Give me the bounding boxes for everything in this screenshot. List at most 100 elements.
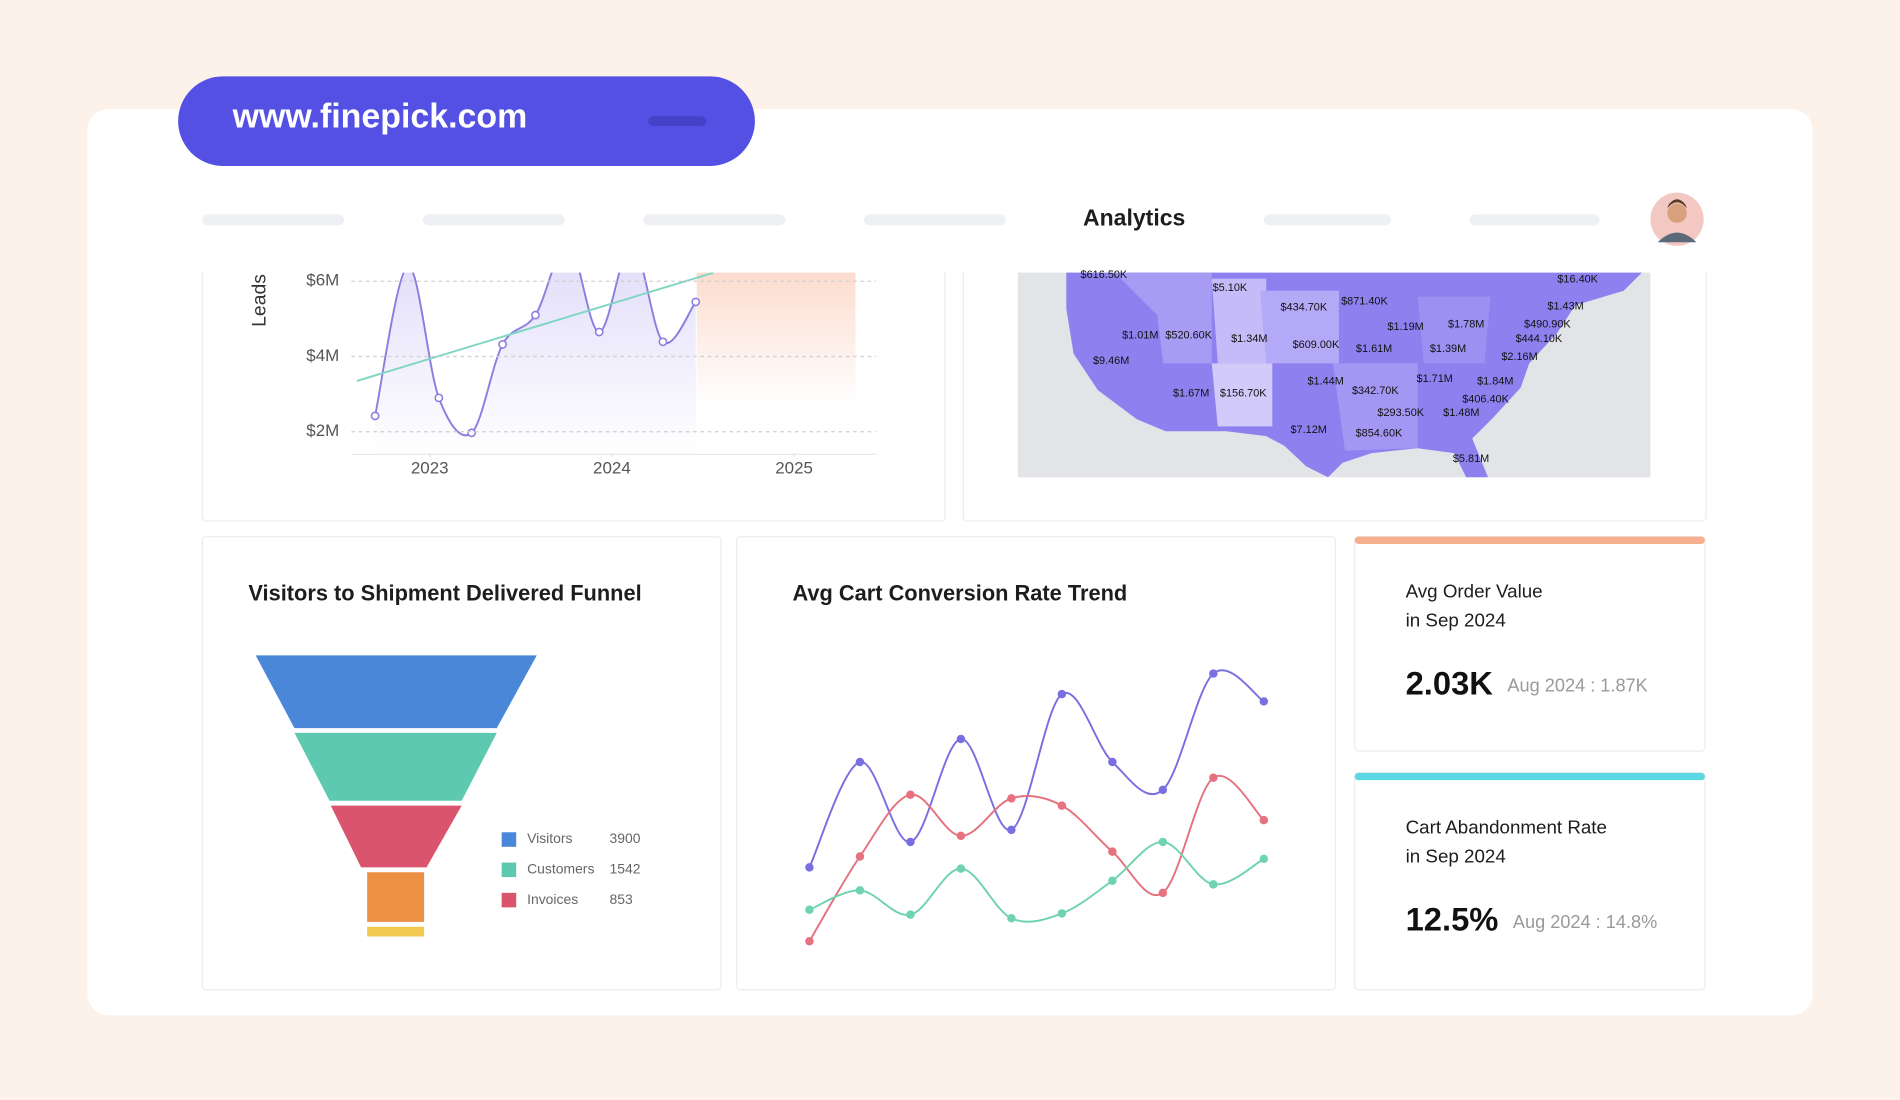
kpi-card bbox=[1354, 772, 1706, 991]
map-label: $406.40K bbox=[1462, 394, 1509, 406]
map-label: $1.19M bbox=[1387, 321, 1423, 333]
map-label: $7.12M bbox=[1291, 424, 1327, 436]
forecast-area bbox=[696, 272, 856, 406]
panel-title: Visitors to Shipment Delivered Funnel bbox=[248, 581, 641, 606]
legend-value: 853 bbox=[610, 891, 633, 907]
nav-item[interactable] bbox=[422, 214, 565, 226]
legend-swatch bbox=[501, 832, 517, 847]
map-label: $854.60K bbox=[1356, 428, 1403, 440]
map-label: $490.90K bbox=[1524, 319, 1571, 331]
point bbox=[467, 428, 477, 438]
area bbox=[375, 272, 696, 455]
leads-plot bbox=[356, 272, 715, 455]
point bbox=[530, 310, 540, 320]
legend-value: 1542 bbox=[610, 861, 641, 877]
map-label: $434.70K bbox=[1280, 302, 1327, 314]
kpi-comparison: Aug 2024 : 14.8% bbox=[1513, 912, 1657, 932]
legend-label: Visitors bbox=[527, 830, 572, 846]
map-label: $616.50K bbox=[1081, 269, 1128, 281]
point bbox=[1108, 847, 1117, 856]
map-label: $2.16M bbox=[1501, 351, 1537, 363]
line bbox=[809, 840, 1265, 923]
map-label: $293.50K bbox=[1377, 407, 1424, 419]
nav-item[interactable] bbox=[1469, 214, 1600, 226]
nav-item[interactable] bbox=[863, 214, 1006, 226]
point bbox=[1057, 909, 1067, 918]
map-label: $156.70K bbox=[1220, 388, 1267, 400]
point bbox=[658, 337, 668, 347]
point bbox=[805, 863, 814, 872]
point bbox=[1108, 876, 1117, 885]
map-label: $16.40K bbox=[1557, 274, 1598, 286]
point bbox=[1209, 669, 1218, 678]
point bbox=[370, 411, 380, 421]
kpi-title: Avg Order Value bbox=[1406, 580, 1543, 601]
x-tick-label: 2023 bbox=[411, 458, 449, 477]
y-axis-label: Leads bbox=[249, 274, 271, 327]
line bbox=[808, 774, 1265, 942]
map-label: $871.40K bbox=[1341, 296, 1388, 308]
map-region bbox=[1332, 363, 1418, 451]
kpi-accent bbox=[1354, 772, 1705, 781]
map-region bbox=[1260, 290, 1339, 364]
point bbox=[594, 327, 604, 337]
point bbox=[1259, 815, 1269, 825]
point bbox=[1158, 785, 1168, 795]
map-label: $342.70K bbox=[1352, 385, 1399, 397]
point bbox=[956, 864, 966, 873]
x-tick-label: 2025 bbox=[775, 458, 813, 477]
point bbox=[1007, 914, 1016, 923]
funnel-segment bbox=[294, 732, 497, 801]
point bbox=[434, 393, 444, 403]
map-label: $1.34M bbox=[1231, 333, 1267, 345]
kpi-value: 2.03K bbox=[1406, 664, 1494, 701]
map-label: $1.01M bbox=[1122, 329, 1158, 341]
nav-item[interactable] bbox=[1263, 214, 1392, 226]
point bbox=[805, 905, 814, 915]
point bbox=[691, 297, 701, 307]
map-label: $1.44M bbox=[1307, 375, 1343, 387]
point bbox=[1158, 888, 1168, 898]
nav-active[interactable]: Analytics bbox=[1083, 204, 1185, 230]
avatar[interactable] bbox=[1650, 192, 1704, 246]
map-label: $520.60K bbox=[1165, 329, 1212, 341]
point bbox=[855, 852, 865, 861]
point bbox=[855, 757, 865, 767]
legend-value: 3900 bbox=[610, 830, 641, 846]
point bbox=[1057, 689, 1067, 699]
funnel-segment bbox=[330, 805, 462, 868]
map-label: $9.46M bbox=[1093, 355, 1129, 367]
map-label: $1.39M bbox=[1430, 343, 1466, 355]
point bbox=[1209, 880, 1218, 889]
funnel-segment bbox=[367, 872, 425, 922]
nav-item[interactable] bbox=[202, 214, 345, 226]
url-text[interactable]: www.finepick.com bbox=[232, 98, 528, 136]
map-region bbox=[1211, 278, 1267, 364]
kpi-card bbox=[1354, 536, 1706, 752]
url-bar[interactable] bbox=[178, 76, 755, 166]
map-region bbox=[1211, 363, 1273, 427]
point bbox=[498, 340, 508, 349]
nav-item[interactable] bbox=[643, 214, 786, 226]
x-tick-label: 2024 bbox=[593, 458, 631, 477]
point bbox=[956, 831, 966, 841]
point bbox=[1108, 757, 1117, 767]
map-label: $1.43M bbox=[1547, 300, 1583, 312]
funnel-segment bbox=[367, 926, 425, 937]
point bbox=[906, 790, 915, 799]
map-label: $1.78M bbox=[1448, 319, 1484, 331]
funnel-segment bbox=[255, 655, 537, 729]
point bbox=[1158, 837, 1168, 847]
y-tick-label: $2M bbox=[306, 421, 339, 440]
point bbox=[1007, 825, 1016, 835]
map-label: $1.71M bbox=[1417, 373, 1453, 385]
point bbox=[1007, 794, 1016, 803]
map-label: $5.10K bbox=[1213, 282, 1248, 294]
line bbox=[808, 669, 1265, 868]
url-decoration bbox=[648, 116, 707, 126]
point bbox=[906, 837, 915, 847]
kpi-value: 12.5% bbox=[1406, 901, 1499, 938]
map-region bbox=[1417, 296, 1491, 364]
